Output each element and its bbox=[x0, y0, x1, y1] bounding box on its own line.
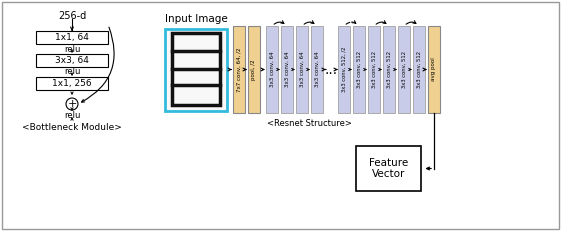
Bar bbox=[383, 26, 395, 113]
Text: 3x3 conv, 64: 3x3 conv, 64 bbox=[284, 52, 289, 87]
Text: 3x3 conv, 512: 3x3 conv, 512 bbox=[402, 51, 407, 88]
Bar bbox=[248, 26, 260, 113]
FancyArrowPatch shape bbox=[346, 21, 356, 24]
Bar bbox=[36, 77, 108, 90]
Text: 256-d: 256-d bbox=[58, 11, 86, 21]
Text: pool, /2: pool, /2 bbox=[251, 59, 256, 80]
Bar bbox=[311, 26, 323, 113]
Bar bbox=[428, 26, 440, 113]
Text: <Resnet Structure>: <Resnet Structure> bbox=[267, 119, 352, 128]
FancyArrowPatch shape bbox=[376, 21, 386, 24]
Text: 3x3 conv, 512: 3x3 conv, 512 bbox=[416, 51, 421, 88]
Bar bbox=[398, 26, 410, 113]
Circle shape bbox=[66, 98, 78, 110]
Text: 3x3, 64: 3x3, 64 bbox=[55, 56, 89, 65]
Text: 7x7 conv, 64, /2: 7x7 conv, 64, /2 bbox=[237, 47, 241, 92]
FancyArrowPatch shape bbox=[274, 21, 284, 24]
Bar bbox=[296, 26, 308, 113]
Bar bbox=[165, 29, 227, 111]
Text: 3x3 conv, 512: 3x3 conv, 512 bbox=[387, 51, 392, 88]
Text: 1x1, 64: 1x1, 64 bbox=[55, 33, 89, 42]
Text: relu: relu bbox=[64, 110, 80, 119]
Bar bbox=[36, 31, 108, 44]
Text: ...: ... bbox=[324, 63, 338, 76]
Text: 3x3 conv, 512: 3x3 conv, 512 bbox=[356, 51, 361, 88]
FancyArrowPatch shape bbox=[304, 21, 314, 24]
Bar bbox=[368, 26, 380, 113]
Text: relu: relu bbox=[64, 67, 80, 76]
Text: Feature
Vector: Feature Vector bbox=[369, 158, 408, 179]
Bar bbox=[356, 146, 421, 191]
Bar bbox=[233, 26, 245, 113]
Text: 3x3 conv, 512, /2: 3x3 conv, 512, /2 bbox=[342, 47, 347, 92]
FancyArrowPatch shape bbox=[406, 21, 416, 24]
Bar bbox=[281, 26, 293, 113]
Text: 3x3 conv, 64: 3x3 conv, 64 bbox=[300, 52, 305, 87]
Bar bbox=[172, 33, 220, 105]
Bar bbox=[413, 26, 425, 113]
Text: +: + bbox=[67, 99, 77, 109]
Text: 3x3 conv, 512: 3x3 conv, 512 bbox=[371, 51, 376, 88]
Text: <Bottleneck Module>: <Bottleneck Module> bbox=[22, 122, 122, 131]
Bar bbox=[266, 26, 278, 113]
Bar bbox=[338, 26, 350, 113]
Text: 1x1, 256: 1x1, 256 bbox=[52, 79, 92, 88]
Text: relu: relu bbox=[64, 45, 80, 54]
Bar bbox=[36, 54, 108, 67]
Text: 3x3 conv, 64: 3x3 conv, 64 bbox=[315, 52, 320, 87]
FancyArrowPatch shape bbox=[81, 27, 114, 102]
Text: avg pool: avg pool bbox=[431, 58, 436, 81]
Text: Input Image: Input Image bbox=[164, 14, 227, 24]
Text: 3x3 conv, 64: 3x3 conv, 64 bbox=[269, 52, 274, 87]
Bar bbox=[353, 26, 365, 113]
